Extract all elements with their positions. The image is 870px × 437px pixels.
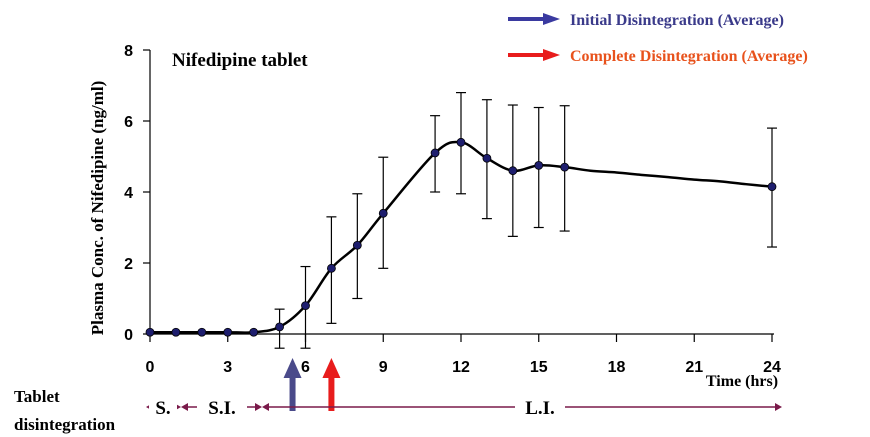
y-tick-label: 4	[124, 185, 133, 202]
data-point	[301, 301, 310, 311]
y-tick-label: 8	[124, 43, 133, 60]
legend-item-complete: Complete Disintegration (Average)	[508, 48, 808, 65]
data-point	[430, 148, 440, 158]
phase-arrow-head-right	[255, 403, 262, 411]
legend-item-initial: Initial Disintegration (Average)	[508, 12, 784, 29]
y-tick-label: 2	[124, 256, 133, 273]
x-tick-label: 21	[685, 359, 703, 376]
data-point	[456, 137, 466, 147]
phase-arrow-head-left	[262, 403, 269, 411]
x-tick-label: 18	[608, 359, 626, 376]
x-tick-label: 0	[146, 359, 155, 376]
tablet-disintegration-label-line2: disintegration	[14, 415, 116, 434]
data-point	[327, 263, 336, 273]
data-point	[352, 240, 362, 250]
y-tick-label: 6	[124, 114, 133, 131]
complete-disintegration-arrow-shaft	[328, 375, 335, 411]
phase-arrow-head-right	[775, 403, 782, 411]
x-tick-label: 24	[763, 359, 781, 376]
disintegration-arrows	[283, 358, 341, 411]
x-axis-label: Time (hrs)	[706, 373, 778, 390]
x-tick-label: 15	[530, 359, 548, 376]
tablet-disintegration-label-line1: Tablet	[14, 387, 60, 406]
data-point	[171, 327, 181, 337]
data-point	[508, 166, 518, 176]
initial-disintegration-arrow-shaft	[289, 375, 296, 411]
data-point	[197, 327, 207, 337]
x-tick-label: 12	[452, 359, 470, 376]
y-axis-label: Plasma Conc. of Nifedipine (ng/ml)	[88, 81, 107, 336]
phase-arrows: S. S.I. L.I.	[146, 397, 782, 419]
x-tick-labels: 0 3 6 9 12 15 18 21 24	[146, 359, 781, 376]
legend-label-initial: Initial Disintegration (Average)	[570, 12, 784, 29]
phase-label: L.I.	[525, 398, 555, 419]
y-tick-label: 0	[124, 327, 133, 344]
phase-label-bg	[149, 397, 177, 417]
tablet-disintegration: Tablet disintegration S. S.I. L.I.	[14, 387, 782, 434]
initial-disintegration-arrow-head	[283, 358, 302, 378]
data-point	[534, 160, 544, 170]
data-point	[145, 327, 155, 337]
y-tick-labels: 0 2 4 6 8	[124, 43, 133, 344]
data-point	[378, 208, 388, 218]
data-point	[223, 327, 233, 337]
data-points	[145, 137, 777, 337]
phase-label-bg	[515, 397, 565, 417]
data-point	[767, 182, 777, 192]
legend-label-complete: Complete Disintegration (Average)	[570, 48, 808, 65]
data-point	[275, 322, 284, 332]
phase-arrow-head-left	[181, 403, 188, 411]
x-tick-label: 9	[379, 359, 388, 376]
complete-disintegration-arrow-head	[322, 358, 341, 378]
phase-label: S.	[155, 398, 170, 419]
phase-label: S.I.	[208, 398, 235, 419]
chart-title: Nifedipine tablet	[172, 50, 308, 71]
phase-label-bg	[197, 397, 247, 417]
axes	[143, 49, 774, 342]
error-bars	[274, 91, 777, 349]
legend: Initial Disintegration (Average) Complet…	[508, 12, 808, 65]
data-point	[482, 153, 492, 163]
data-point	[560, 162, 570, 172]
x-tick-label: 6	[301, 359, 310, 376]
data-point	[249, 327, 259, 337]
x-tick-label: 3	[223, 359, 232, 376]
